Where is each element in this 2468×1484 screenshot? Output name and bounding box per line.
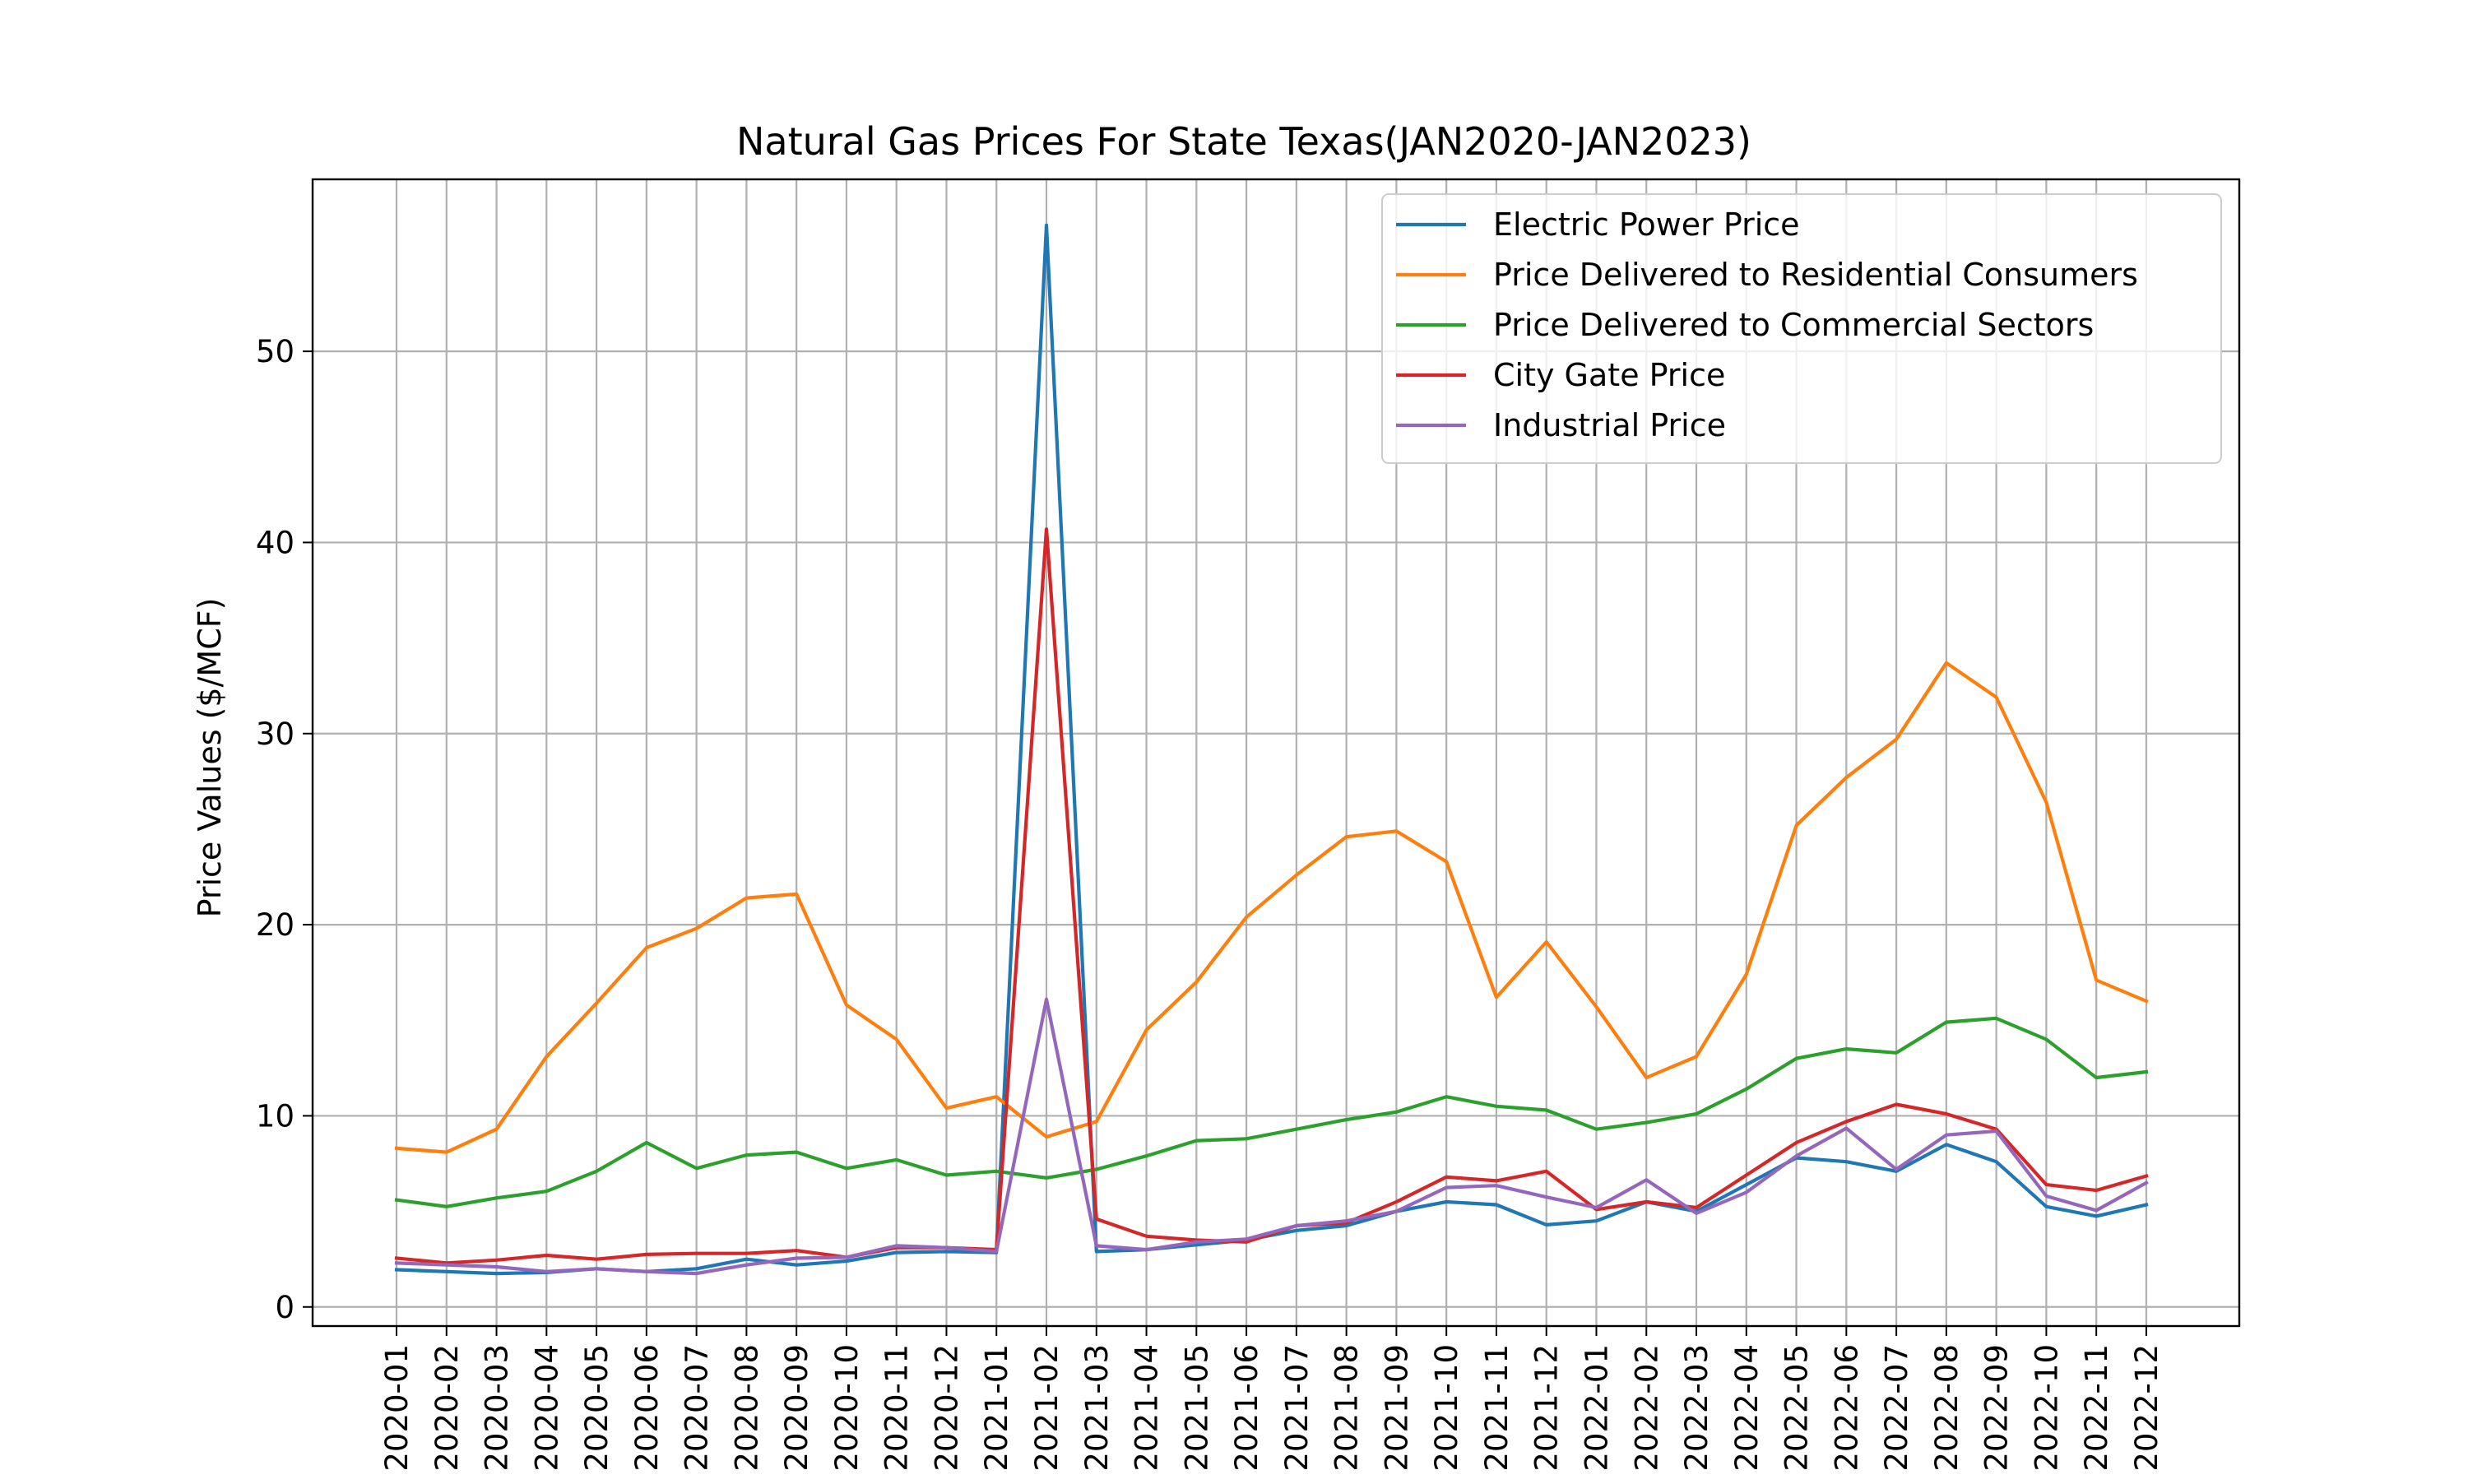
x-tick-label: 2022-04 xyxy=(1729,1344,1765,1472)
y-axis: 0 10 20 30 40 50 xyxy=(256,334,313,1325)
legend-label: Electric Power Price xyxy=(1493,206,1800,243)
x-tick-label: 2021-07 xyxy=(1279,1344,1315,1472)
x-tick-label: 2020-08 xyxy=(729,1344,764,1472)
x-tick-label: 2020-04 xyxy=(529,1344,564,1472)
series-line-2 xyxy=(394,661,2149,1154)
x-tick-label: 2021-04 xyxy=(1130,1344,1165,1472)
x-tick-label: 2020-11 xyxy=(879,1344,915,1472)
legend-label: Industrial Price xyxy=(1493,407,1726,443)
x-tick-label: 2021-10 xyxy=(1429,1344,1464,1472)
x-tick-label: 2022-10 xyxy=(2029,1344,2064,1472)
chart-title: Natural Gas Prices For State Texas(JAN20… xyxy=(736,119,1751,164)
x-tick-label: 2022-07 xyxy=(1879,1344,1914,1472)
y-axis-label: Price Values ($/MCF) xyxy=(192,598,228,918)
x-tick-label: 2022-01 xyxy=(1579,1344,1614,1472)
series-line-5 xyxy=(394,997,2149,1276)
y-tick-label: 10 xyxy=(256,1098,295,1134)
x-tick-label: 2021-11 xyxy=(1479,1344,1515,1472)
series-lines xyxy=(394,223,2149,1276)
y-tick-label: 0 xyxy=(275,1290,295,1325)
legend-box xyxy=(1381,193,2222,464)
x-axis: 2020-01 2020-02 2020-03 2020-04 2020-05 2020-… xyxy=(379,1326,2164,1472)
x-tick-label: 2022-08 xyxy=(1929,1344,1965,1472)
series-line-3 xyxy=(394,1016,2149,1208)
x-tick-label: 2020-09 xyxy=(779,1344,814,1472)
y-tick-label: 40 xyxy=(256,525,295,560)
legend-label: Price Delivered to Commercial Sectors xyxy=(1493,307,2094,343)
x-tick-label: 2020-07 xyxy=(680,1344,715,1472)
legend-label: Price Delivered to Residential Consumers xyxy=(1493,257,2138,293)
x-tick-label: 2020-06 xyxy=(629,1344,665,1472)
x-tick-label: 2020-05 xyxy=(579,1344,615,1472)
x-tick-label: 2021-09 xyxy=(1379,1344,1414,1472)
x-tick-label: 2020-10 xyxy=(829,1344,865,1472)
x-tick-label: 2020-01 xyxy=(379,1344,415,1472)
x-tick-label: 2022-06 xyxy=(1829,1344,1864,1472)
plot-frame xyxy=(311,178,2241,1328)
y-tick-label: 30 xyxy=(256,716,295,752)
x-tick-label: 2021-02 xyxy=(1029,1344,1065,1472)
x-tick-label: 2022-02 xyxy=(1629,1344,1664,1472)
x-tick-label: 2020-12 xyxy=(929,1344,964,1472)
y-tick-label: 20 xyxy=(256,907,295,943)
x-tick-label: 2020-03 xyxy=(480,1344,515,1472)
x-tick-label: 2021-03 xyxy=(1079,1344,1115,1472)
x-tick-label: 2021-05 xyxy=(1179,1344,1214,1472)
legend: Electric Power Price Price Delivered to R… xyxy=(1381,193,2222,464)
x-tick-label: 2022-09 xyxy=(1979,1344,2015,1472)
x-tick-label: 2022-12 xyxy=(2129,1344,2164,1472)
x-tick-label: 2022-03 xyxy=(1679,1344,1714,1472)
x-tick-label: 2021-01 xyxy=(979,1344,1014,1472)
x-tick-label: 2021-12 xyxy=(1529,1344,1565,1472)
x-tick-label: 2021-08 xyxy=(1329,1344,1365,1472)
y-tick-label: 50 xyxy=(256,334,295,369)
x-tick-label: 2022-05 xyxy=(1779,1344,1815,1472)
x-tick-label: 2021-06 xyxy=(1229,1344,1264,1472)
legend-label: City Gate Price xyxy=(1493,357,1725,393)
x-tick-label: 2020-02 xyxy=(429,1344,465,1472)
x-tick-label: 2022-11 xyxy=(2079,1344,2114,1472)
